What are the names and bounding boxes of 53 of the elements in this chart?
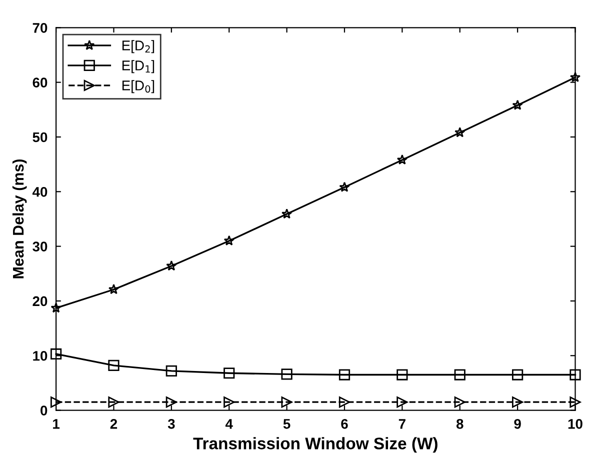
point	[108, 284, 120, 294]
y-tick-label: 50	[32, 132, 48, 142]
point	[454, 127, 466, 138]
point	[224, 368, 235, 379]
point	[339, 182, 350, 192]
x-tick-label: 7	[398, 419, 406, 429]
point	[454, 369, 466, 380]
point	[396, 396, 408, 408]
x-tick-label: 5	[283, 419, 290, 429]
point	[166, 260, 177, 271]
point	[512, 100, 523, 110]
x-tick-label: 2	[110, 418, 118, 429]
y-tick-label: 0	[40, 406, 48, 416]
point	[396, 154, 408, 165]
y-tick-label: 10	[33, 350, 48, 361]
x-tick-label: 8	[456, 418, 464, 429]
point	[570, 369, 581, 380]
y-tick-label: 40	[32, 186, 48, 197]
y-axis-title: Mean Delay (ms)	[12, 159, 27, 278]
point	[338, 396, 350, 408]
point	[50, 302, 62, 313]
x-tick-label: 4	[225, 419, 233, 429]
point	[281, 208, 292, 219]
point	[281, 368, 292, 380]
x-tick-label: 1	[53, 419, 60, 429]
point	[50, 396, 62, 408]
y-tick-label: 20	[32, 296, 48, 306]
x-tick-label: 6	[341, 418, 348, 429]
point	[512, 396, 524, 408]
x-tick-label: 10	[568, 418, 582, 429]
y-tick-label: 70	[32, 22, 48, 33]
y-tick-label: 30	[32, 242, 48, 252]
point	[224, 396, 235, 408]
point	[570, 72, 581, 82]
point	[281, 396, 292, 408]
point	[570, 396, 581, 408]
x-axis-title: Transmission Window Size (W)	[193, 437, 438, 453]
point	[108, 360, 120, 372]
point	[108, 396, 120, 408]
point	[50, 348, 62, 360]
point	[338, 369, 350, 380]
x-tick-label: 9	[514, 418, 521, 429]
point	[396, 369, 408, 380]
x-tick-label: 3	[168, 418, 175, 429]
point	[454, 396, 466, 408]
legend-label: E[D$_{0}$]	[122, 80, 154, 94]
point	[512, 369, 524, 380]
point	[224, 235, 234, 246]
legend-label: E[D$_{2}$]	[122, 40, 154, 54]
point	[166, 365, 177, 376]
legend-label: E[D$_{1}$]	[122, 60, 154, 74]
y-tick-label: 60	[32, 78, 48, 88]
point	[166, 396, 177, 408]
